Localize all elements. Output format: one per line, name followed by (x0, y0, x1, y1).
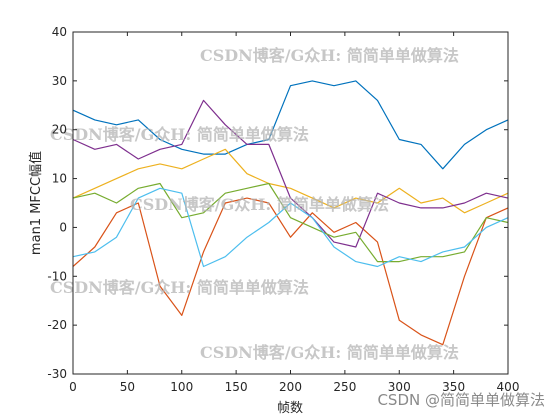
y-axis-label: man1 MFCC幅值 (28, 151, 44, 255)
series-layer (72, 80, 509, 346)
y-tick-label: -20 (47, 318, 67, 332)
y-tick-label: 40 (52, 25, 67, 39)
x-tick-label: 0 (69, 380, 77, 394)
watermark-text: CSDN博客/G众H: 简简单单做算法 (200, 343, 459, 362)
x-tick-label: 100 (170, 380, 193, 394)
watermark-text: CSDN博客/G众H: 简简单单做算法 (50, 278, 309, 297)
y-tick-label: 30 (52, 74, 67, 88)
series-line-5 (72, 182, 509, 263)
x-tick-label: 300 (388, 380, 411, 394)
watermark-layer: CSDN博客/G众H: 简简单单做算法 CSDN博客/G众H: 简简单单做算法 … (50, 46, 459, 362)
x-tick-label: 150 (225, 380, 248, 394)
y-tick-label: 0 (59, 220, 67, 234)
series-line-4 (72, 99, 509, 248)
corner-watermark: CSDN @简简单单做算法 (377, 391, 545, 409)
y-tick-label: -30 (47, 367, 67, 381)
series-line-3 (72, 148, 509, 214)
x-tick-label: 350 (442, 380, 465, 394)
y-tick-label: 10 (52, 172, 67, 186)
watermark-text: CSDN博客/G众H: 简简单单做算法 (50, 125, 309, 144)
watermark-text: CSDN博客/G众H: 简简单单做算法 (200, 46, 459, 65)
x-tick-label: 250 (333, 380, 356, 394)
y-tick-label: -10 (47, 269, 67, 283)
series-line-2 (72, 197, 509, 346)
x-tick-label: 200 (279, 380, 302, 394)
ticks-layer: 0 50 100 150 200 250 300 350 400 -30 -20 -10 0 10 20 30… (47, 25, 519, 394)
x-tick-label: 400 (497, 380, 520, 394)
series-line-1 (72, 80, 509, 170)
x-axis-label: 帧数 (277, 401, 303, 416)
x-tick-label: 50 (120, 380, 135, 394)
series-line-6 (72, 187, 509, 268)
watermark-text: CSDN博客/G众H: 简简单单做算法 (130, 195, 389, 214)
y-tick-label: 20 (52, 123, 67, 137)
